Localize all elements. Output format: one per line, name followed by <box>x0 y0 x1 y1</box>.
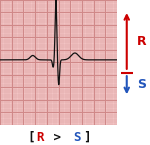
Text: S: S <box>74 130 81 144</box>
Text: S: S <box>137 78 146 91</box>
Text: R: R <box>137 35 147 48</box>
Text: [: [ <box>27 130 34 144</box>
Text: R: R <box>36 130 44 144</box>
Text: ]: ] <box>83 130 90 144</box>
Text: >: > <box>46 130 68 144</box>
